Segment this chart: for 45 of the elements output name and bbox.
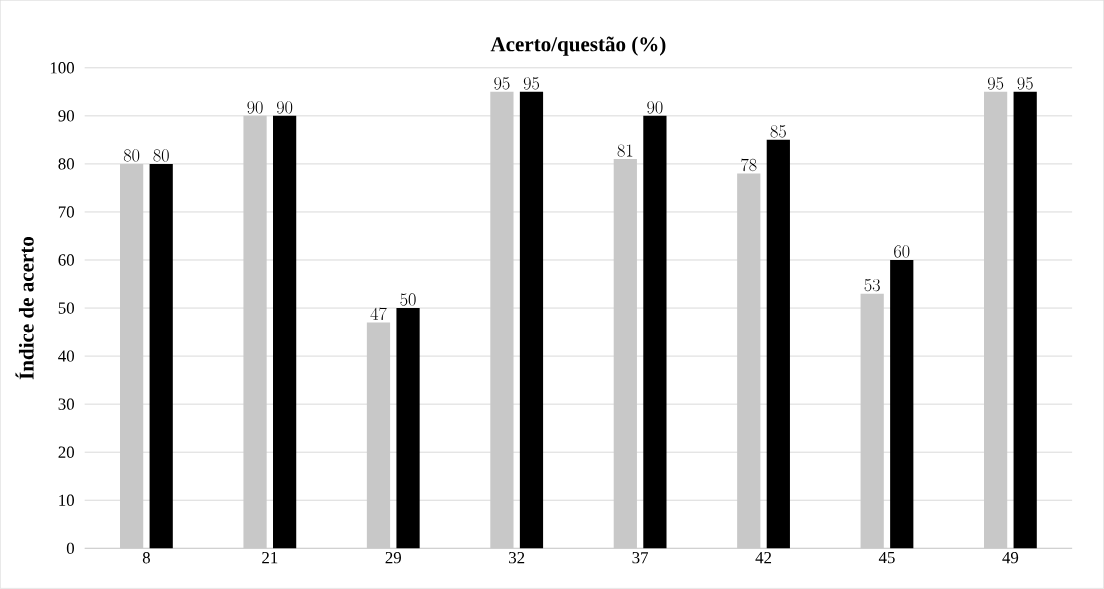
x-tick-label: 37 — [632, 552, 649, 564]
data-label: 90 — [647, 101, 663, 114]
data-label: 81 — [617, 144, 633, 157]
x-tick-label: 49 — [1002, 552, 1019, 564]
y-tick-label: 60 — [58, 254, 74, 266]
data-label: 80 — [153, 149, 169, 162]
data-label: 95 — [987, 77, 1004, 90]
bar — [643, 116, 667, 549]
chart-title: Acerto/questão (%) — [490, 36, 666, 56]
data-label: 90 — [276, 101, 293, 114]
y-tick-label: 30 — [58, 398, 74, 410]
y-tick-label: 20 — [58, 446, 74, 459]
y-tick-label: 0 — [66, 542, 74, 555]
bar — [519, 91, 544, 549]
data-label: 95 — [523, 77, 540, 90]
y-tick-label: 80 — [58, 158, 74, 170]
bar — [890, 260, 914, 549]
y-tick-label: 50 — [58, 302, 74, 314]
x-tick-label: 8 — [142, 552, 150, 564]
x-tick-label: 42 — [755, 552, 772, 564]
data-label: 50 — [400, 293, 416, 306]
data-label: 85 — [770, 125, 786, 138]
data-label: 95 — [1017, 77, 1033, 90]
bar — [1013, 91, 1037, 549]
y-tick-label: 70 — [58, 206, 74, 218]
y-tick-label: 90 — [58, 110, 74, 122]
x-tick-label: 32 — [509, 552, 525, 564]
data-label: 95 — [494, 77, 510, 90]
bar — [149, 164, 173, 549]
data-label: 53 — [864, 279, 880, 292]
x-tick-label: 45 — [878, 552, 895, 564]
bar — [396, 308, 420, 549]
y-tick-label: 10 — [59, 494, 74, 507]
y-tick-label: 100 — [50, 62, 74, 74]
data-label: 60 — [894, 245, 910, 258]
x-tick-label: 21 — [262, 552, 278, 564]
data-label: 90 — [247, 101, 263, 114]
bar — [273, 116, 297, 549]
y-axis-title: Índice de acerto — [15, 237, 34, 380]
bar — [766, 140, 790, 549]
data-label: 47 — [370, 307, 387, 321]
data-label: 78 — [741, 158, 757, 172]
data-label: 80 — [123, 149, 140, 162]
y-tick-label: 40 — [58, 350, 74, 362]
x-tick-label: 29 — [385, 552, 401, 564]
